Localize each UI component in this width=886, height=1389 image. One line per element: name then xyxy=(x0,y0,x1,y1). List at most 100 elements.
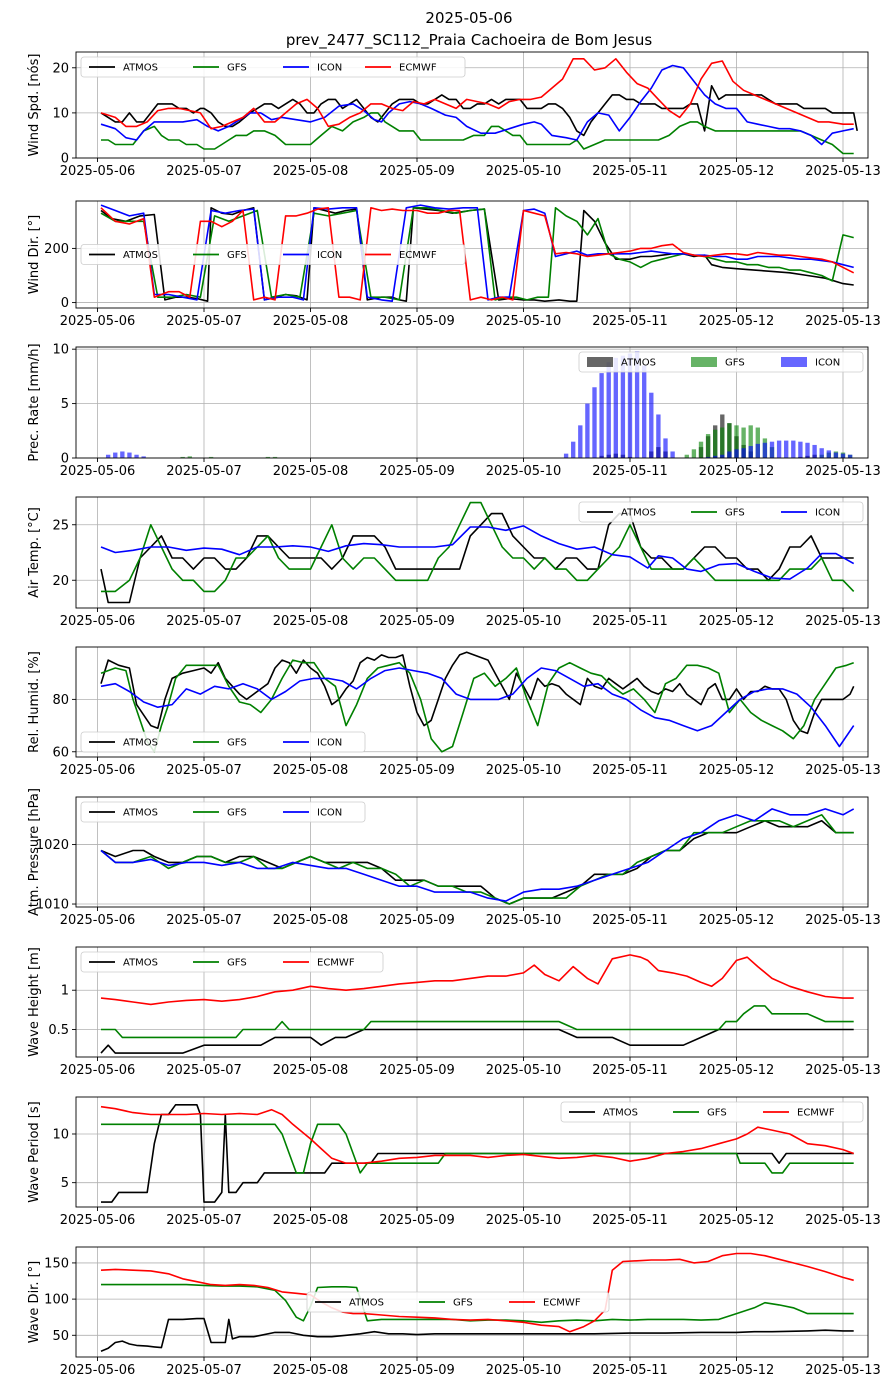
x-tick-label: 2025-05-12 xyxy=(699,1063,775,1078)
bar-icon xyxy=(127,452,132,458)
y-axis-label: Air Temp. [°C] xyxy=(27,507,42,598)
bar-icon xyxy=(819,448,824,458)
legend-label-atmos: ATMOS xyxy=(123,738,158,749)
legend-label-gfs: GFS xyxy=(227,250,247,261)
plot-frame xyxy=(75,200,869,309)
x-tick-label: 2025-05-12 xyxy=(699,614,775,629)
x-tick-label: 2025-05-13 xyxy=(805,464,881,479)
legend-label-icon: ICON xyxy=(815,358,840,369)
bar-icon xyxy=(141,456,146,458)
bar-icon xyxy=(741,448,746,458)
y-tick-label: 5 xyxy=(61,397,69,412)
chart-panel-9: 2025-05-06 2025-05-07 2025-05-08 2025-05-09… xyxy=(27,1246,881,1378)
series-line-ecmwf xyxy=(100,1105,854,1164)
x-tick-label: 2025-05-11 xyxy=(592,1063,668,1078)
bar-gfs xyxy=(272,456,278,458)
legend: ATMOS GFS ICON xyxy=(578,351,864,373)
series-group xyxy=(100,954,854,1054)
plot-frame xyxy=(75,646,869,758)
y-tick-label: 25 xyxy=(52,518,69,533)
x-tick-label: 2025-05-09 xyxy=(379,164,455,179)
legend-box xyxy=(80,56,466,78)
bar-icon xyxy=(776,440,782,458)
bar-gfs xyxy=(755,427,760,458)
y-axis-label: Prec. Rate [mm/h] xyxy=(27,343,42,461)
x-tick-label: 2025-05-11 xyxy=(592,164,668,179)
y-tick-label: 60 xyxy=(52,745,69,760)
bar-icon xyxy=(656,414,661,458)
y-tick-label: 5 xyxy=(61,1176,69,1191)
plot-frame xyxy=(75,1246,869,1358)
chart-panels: 2025-05-06 2025-05-07 2025-05-08 2025-05-09… xyxy=(27,51,881,1378)
x-tick-label: 2025-05-07 xyxy=(166,1063,242,1078)
series-line-icon xyxy=(100,64,854,146)
bar-icon xyxy=(798,441,803,458)
legend-label-gfs: GFS xyxy=(725,358,745,369)
chart-panel-1: 2025-05-06 2025-05-07 2025-05-08 2025-05-09… xyxy=(27,51,881,179)
x-tick-label: 2025-05-13 xyxy=(805,1363,881,1378)
legend: ATMOS GFS ICON ECMWF xyxy=(80,244,466,265)
x-tick-label: 2025-05-10 xyxy=(486,164,562,179)
bar-icon xyxy=(613,357,618,458)
legend-label-gfs: GFS xyxy=(453,1298,473,1309)
series-line-icon xyxy=(100,525,855,580)
x-tick-label: 2025-05-09 xyxy=(379,1213,455,1228)
bar-icon xyxy=(791,440,796,458)
chart-panel-7: 2025-05-06 2025-05-07 2025-05-08 2025-05-09… xyxy=(27,946,881,1078)
legend-label-atmos: ATMOS xyxy=(123,63,158,74)
x-tick-label: 2025-05-08 xyxy=(273,1063,349,1078)
x-tick-label: 2025-05-08 xyxy=(273,614,349,629)
x-tick-label: 2025-05-07 xyxy=(166,763,242,778)
x-tick-label: 2025-05-06 xyxy=(60,464,136,479)
x-tick-label: 2025-05-09 xyxy=(379,614,455,629)
x-tick-label: 2025-05-07 xyxy=(166,1363,242,1378)
x-tick-label: 2025-05-13 xyxy=(805,614,881,629)
x-tick-label: 2025-05-11 xyxy=(592,1363,668,1378)
series-group xyxy=(105,351,853,458)
bar-icon xyxy=(592,387,597,458)
bar-gfs xyxy=(748,425,753,458)
x-tick-label: 2025-05-12 xyxy=(699,164,775,179)
legend-swatch-gfs xyxy=(691,357,717,367)
bar-gfs xyxy=(734,425,739,458)
bar-icon xyxy=(649,392,654,458)
x-tick-label: 2025-05-09 xyxy=(379,314,455,329)
x-tick-label: 2025-05-13 xyxy=(805,763,881,778)
series-group xyxy=(100,651,855,753)
x-tick-label: 2025-05-08 xyxy=(273,763,349,778)
chart-panel-3: 2025-05-06 2025-05-07 2025-05-08 2025-05-09… xyxy=(27,343,881,479)
x-tick-label: 2025-05-13 xyxy=(805,1063,881,1078)
y-tick-label: 10 xyxy=(52,106,69,121)
x-tick-label: 2025-05-06 xyxy=(60,913,136,928)
series-line-icon xyxy=(100,667,855,748)
series-line-ecmwf xyxy=(100,954,854,1006)
bar-gfs xyxy=(208,456,214,458)
legend-label-icon: ICON xyxy=(317,808,342,819)
bar-icon xyxy=(713,455,718,458)
y-axis-label: Atm. Pressure [hPa] xyxy=(27,788,42,916)
legend-box xyxy=(80,801,366,823)
legend-label-atmos: ATMOS xyxy=(349,1298,384,1309)
legend: ATMOS GFS ICON xyxy=(80,801,366,823)
bar-gfs xyxy=(180,456,185,458)
x-tick-label: 2025-05-12 xyxy=(699,913,775,928)
bar-icon xyxy=(755,443,760,458)
legend-label-gfs: GFS xyxy=(707,1108,727,1119)
x-tick-label: 2025-05-09 xyxy=(379,1063,455,1078)
y-tick-label: 0 xyxy=(61,296,69,311)
x-tick-label: 2025-05-08 xyxy=(273,1213,349,1228)
legend: ATMOS GFS ICON ECMWF xyxy=(80,56,466,78)
series-line-icon xyxy=(100,808,855,902)
legend-box xyxy=(80,731,366,753)
bar-gfs xyxy=(720,427,725,458)
y-axis-label: Wind Dir. [°] xyxy=(27,215,42,295)
bar-gfs xyxy=(187,456,192,458)
plot-frame xyxy=(75,946,869,1058)
legend-label-atmos: ATMOS xyxy=(123,958,158,969)
bar-icon xyxy=(784,440,789,458)
x-tick-label: 2025-05-13 xyxy=(805,1213,881,1228)
bar-icon xyxy=(769,441,775,458)
bar-icon xyxy=(642,365,647,458)
bar-icon xyxy=(606,362,611,458)
x-tick-label: 2025-05-06 xyxy=(60,164,136,179)
